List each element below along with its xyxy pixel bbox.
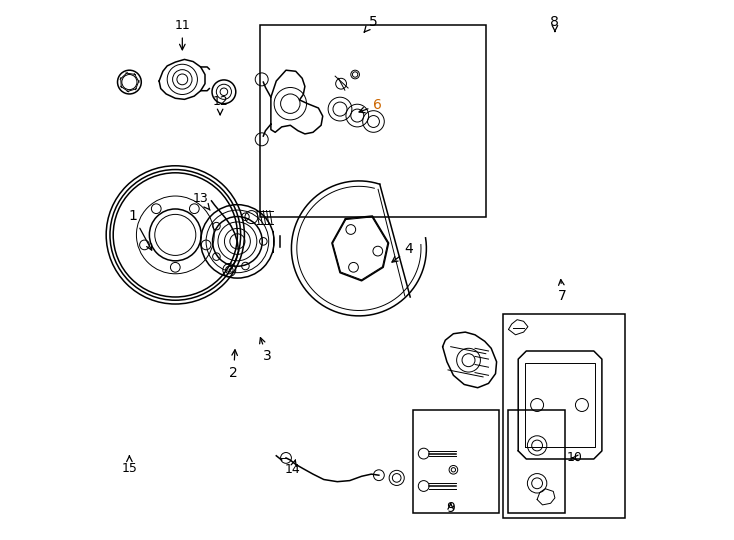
Text: 9: 9 (446, 501, 455, 515)
Bar (413, 410, 499, 513)
Text: 1: 1 (128, 209, 152, 250)
Bar (503, 314, 625, 518)
Text: 6: 6 (359, 98, 382, 113)
Text: 2: 2 (229, 350, 238, 380)
Text: 10: 10 (567, 451, 583, 464)
Text: 4: 4 (392, 242, 413, 262)
Bar (260, 25, 486, 217)
Text: 3: 3 (260, 338, 272, 363)
Text: 11: 11 (175, 19, 190, 50)
Text: 5: 5 (364, 15, 378, 32)
Bar (509, 410, 565, 513)
Text: 12: 12 (212, 95, 228, 114)
Text: 14: 14 (285, 460, 300, 476)
Text: 13: 13 (193, 192, 210, 210)
Text: 15: 15 (121, 456, 137, 475)
Text: 7: 7 (558, 280, 567, 303)
Text: 8: 8 (550, 15, 559, 31)
